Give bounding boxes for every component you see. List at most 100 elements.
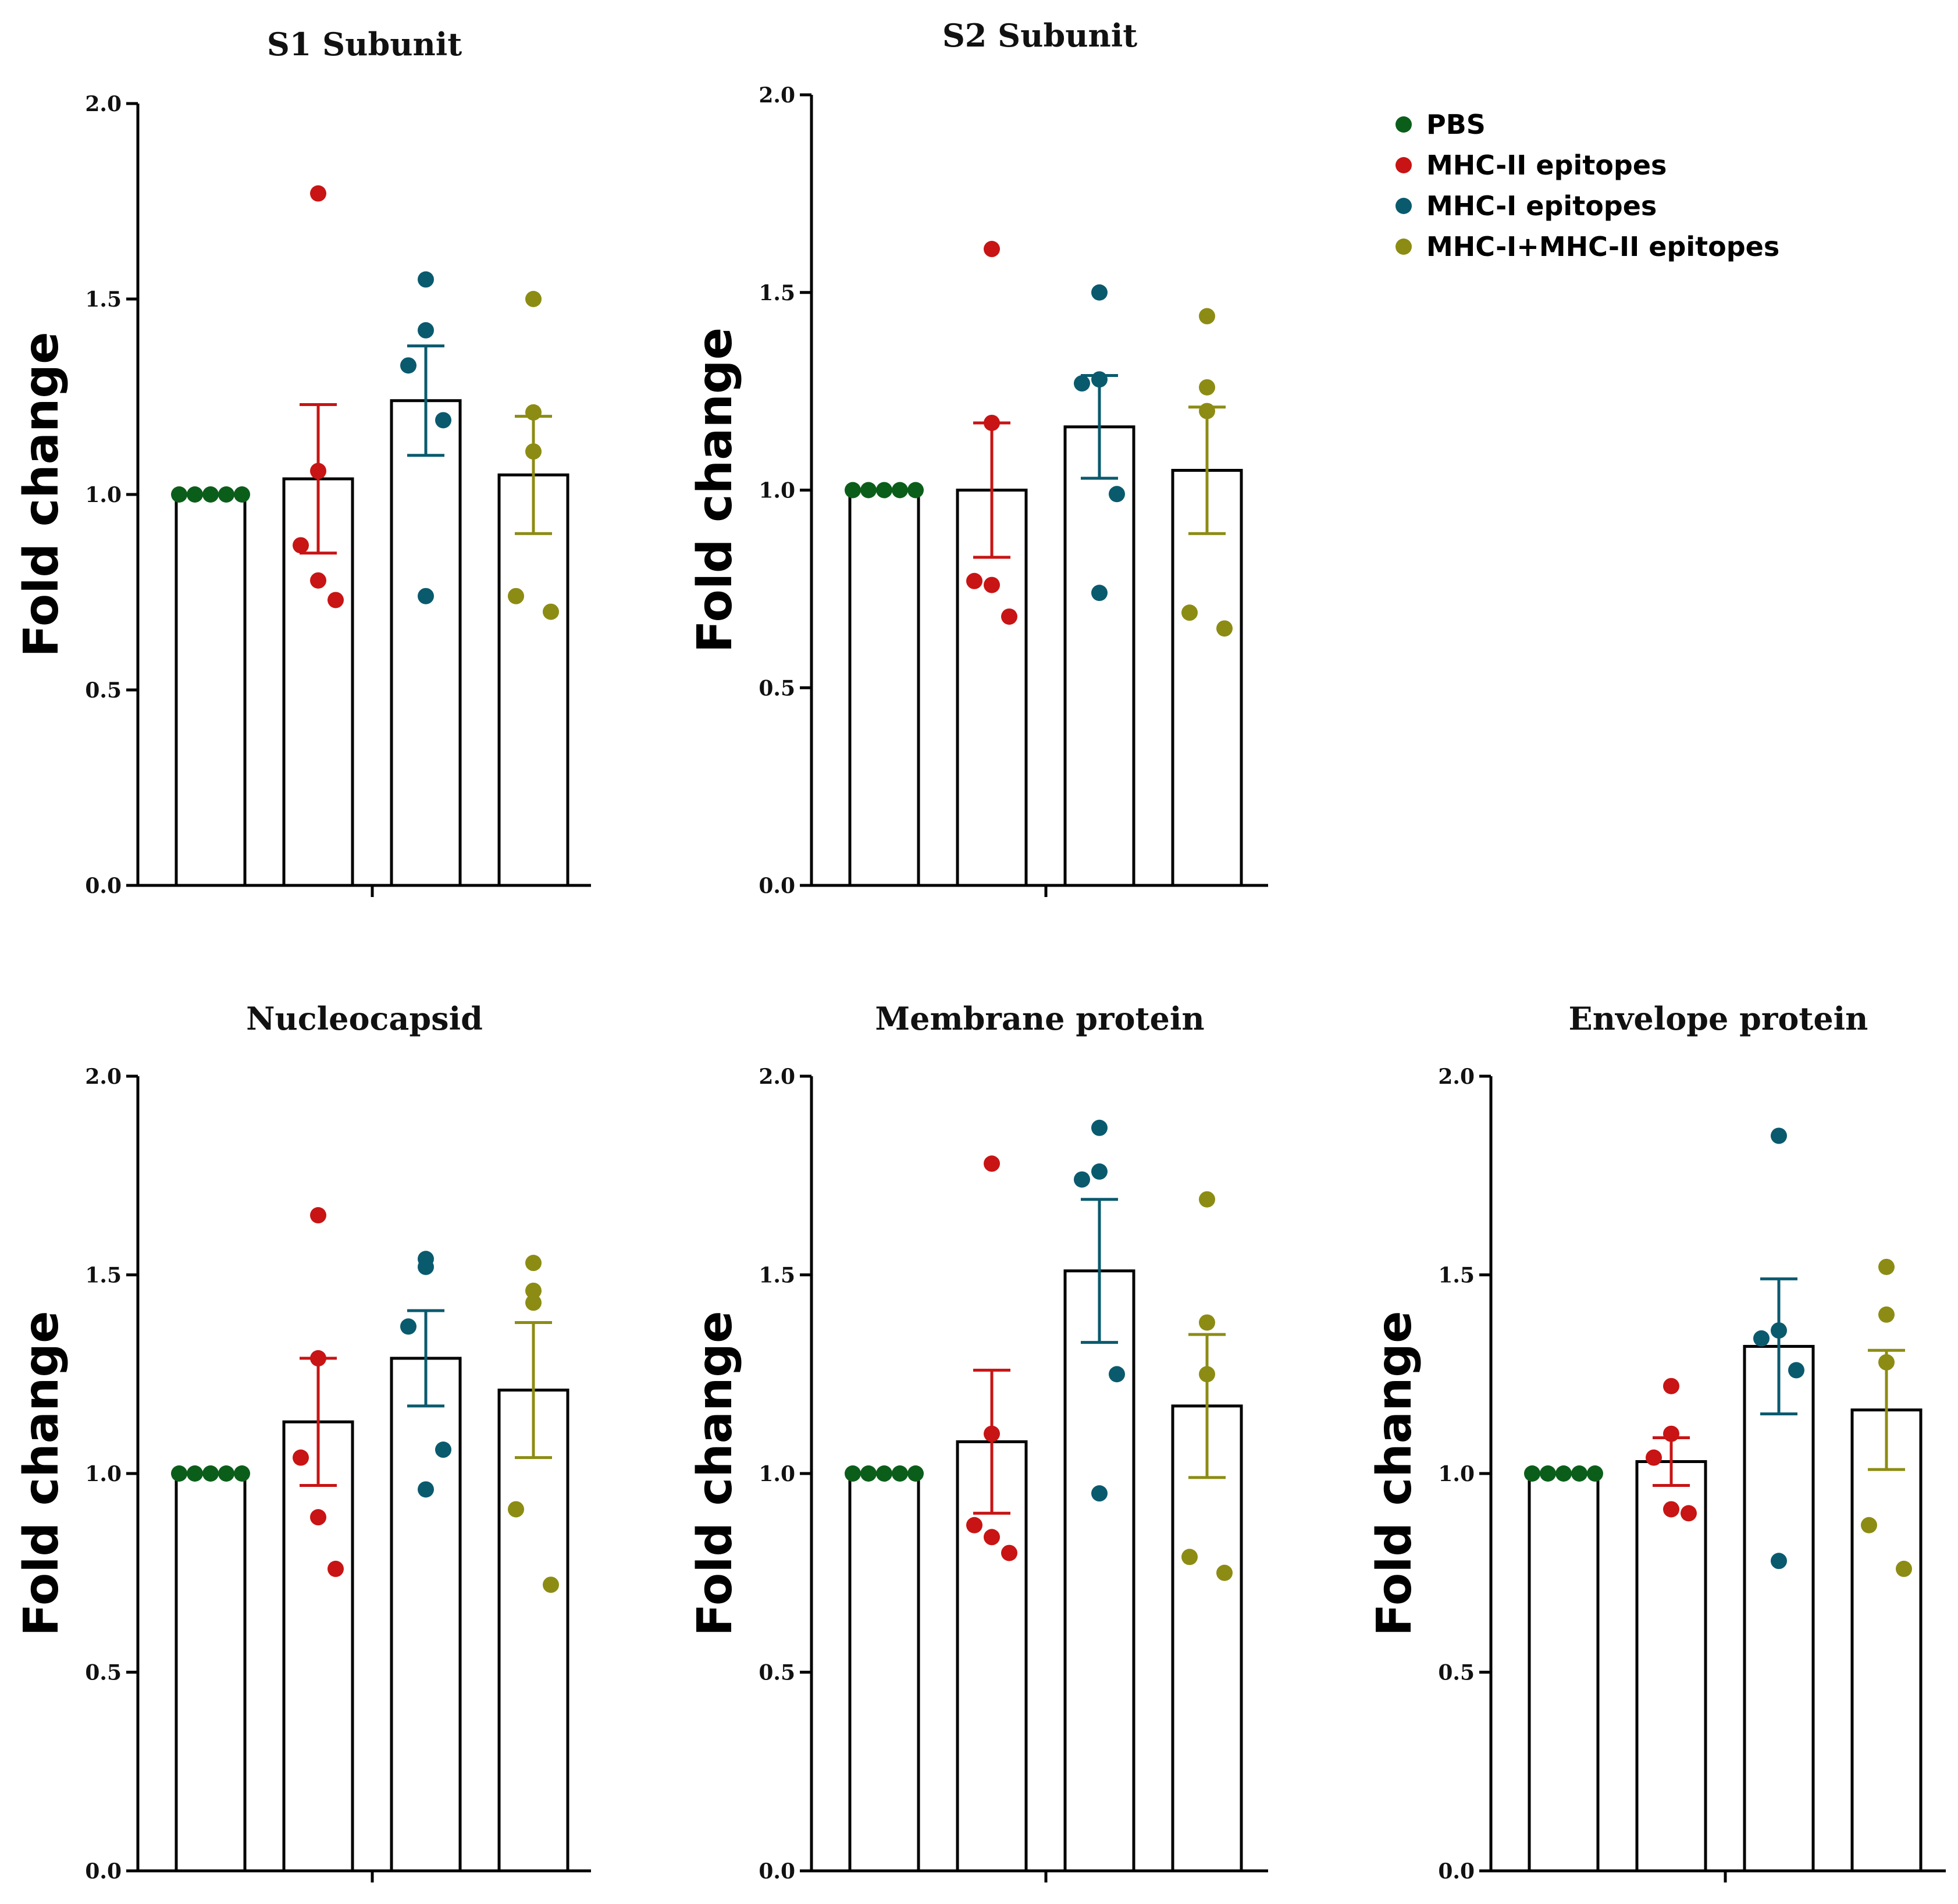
panel-1-point-pbs — [234, 486, 250, 503]
panel-4-point-mhc-i-mhc-ii — [1199, 1366, 1215, 1383]
panel-4-point-mhc-ii — [984, 1529, 1000, 1546]
panel-5-point-pbs — [1524, 1465, 1540, 1482]
panel-4-y-tick-label: 2.0 — [759, 1065, 795, 1089]
panel-5-point-mhc-i-mhc-ii — [1878, 1354, 1895, 1371]
panel-4-y-tick-label: 0.5 — [759, 1661, 795, 1685]
panel-3-bar-mhc-ii — [282, 1420, 354, 1873]
panel-3-point-mhc-i-mhc-ii — [525, 1294, 542, 1311]
panel-2-point-mhc-ii — [966, 572, 982, 589]
panel-3-point-mhc-i — [418, 1481, 434, 1498]
panel-5-point-mhc-i — [1771, 1553, 1787, 1570]
panel-2-bar-pbs — [848, 489, 920, 887]
panel-4-point-mhc-i — [1109, 1366, 1125, 1383]
panel-2-point-mhc-i — [1091, 284, 1108, 301]
panel-5-bar-mhc-i — [1743, 1344, 1815, 1873]
panel-1-point-mhc-i-mhc-ii — [543, 603, 559, 620]
panel-4-point-pbs — [860, 1465, 877, 1482]
panel-3-y-axis-label: Fold change — [14, 1311, 69, 1636]
panel-1-point-mhc-i-mhc-ii — [508, 588, 524, 604]
panel-5-point-mhc-ii — [1663, 1501, 1679, 1518]
panel-5-bar-pbs — [1528, 1472, 1600, 1873]
panel-5-bar-mhc-i-mhc-ii — [1850, 1408, 1923, 1873]
legend-item-pbs: PBS — [1395, 109, 1486, 140]
panel-4-y-tick-label: 1.5 — [759, 1264, 795, 1288]
panel-2-point-mhc-i-mhc-ii — [1199, 308, 1215, 325]
panel-4-point-mhc-ii — [966, 1517, 982, 1533]
panel-1-error-bar-mhc-i — [407, 344, 444, 457]
panel-2-point-mhc-i-mhc-ii — [1199, 379, 1215, 396]
panel-3-point-mhc-i-mhc-ii — [525, 1255, 542, 1272]
panel-5-y-tick-label: 1.0 — [1438, 1462, 1475, 1486]
panel-5-point-mhc-i — [1788, 1362, 1804, 1379]
panel-1-point-mhc-i — [435, 412, 451, 429]
panel-3-title: Nucleocapsid — [246, 1000, 483, 1037]
panel-4-point-pbs — [876, 1465, 892, 1482]
panel-5-point-mhc-ii — [1681, 1505, 1697, 1522]
panel-1-point-mhc-i — [418, 322, 434, 339]
panel-1-point-mhc-i-mhc-ii — [525, 404, 542, 421]
panel-1-y-tick-label: 2.0 — [85, 92, 122, 116]
panel-1-y-tick-label: 1.5 — [85, 287, 122, 312]
panel-1-bar-mhc-i — [390, 399, 462, 887]
panel-5-point-mhc-ii — [1646, 1449, 1662, 1466]
panel-3-bar-pbs — [175, 1472, 247, 1873]
panel-4-point-mhc-i — [1091, 1163, 1108, 1180]
panel-4-point-mhc-ii — [984, 1425, 1000, 1442]
panel-4-point-mhc-ii — [1001, 1544, 1017, 1561]
panel-3-point-mhc-ii — [310, 1350, 326, 1366]
panel-4-point-mhc-i-mhc-ii — [1199, 1191, 1215, 1208]
panel-5-error-bar-mhc-i — [1760, 1277, 1797, 1416]
panel-3-error-bar-mhc-i-mhc-ii — [515, 1321, 552, 1460]
legend-label-pbs: PBS — [1426, 109, 1486, 140]
panel-3-point-mhc-i-mhc-ii — [525, 1282, 542, 1299]
panel-5-point-pbs — [1571, 1465, 1587, 1482]
panel-4-error-bar-mhc-i — [1081, 1198, 1118, 1344]
panel-5-point-pbs — [1587, 1465, 1603, 1482]
panel-4-bar-pbs — [848, 1472, 920, 1873]
panel-2-point-mhc-ii — [984, 576, 1000, 593]
panel-4-bar-mhc-i — [1063, 1269, 1135, 1873]
panel-4-y-axis-label: Fold change — [688, 1311, 743, 1636]
panel-1-point-pbs — [187, 486, 203, 503]
panel-2-point-mhc-i — [1074, 375, 1090, 392]
panel-5-y-axis-label: Fold change — [1367, 1311, 1422, 1636]
panel-4-error-bar-mhc-i-mhc-ii — [1188, 1333, 1226, 1479]
panel-3-bar-mhc-i — [390, 1357, 462, 1873]
panel-2-y-tick-label: 1.0 — [759, 479, 795, 503]
legend-swatch-pbs — [1395, 116, 1412, 133]
legend-swatch-mhc-i-mhc-ii — [1395, 239, 1412, 255]
panel-3-point-mhc-i-mhc-ii — [543, 1576, 559, 1593]
panel-2-point-pbs — [876, 482, 892, 499]
panel-2-point-mhc-i — [1091, 371, 1108, 388]
panel-4-y-tick-label: 0.0 — [759, 1859, 795, 1884]
panel-3-point-mhc-ii — [310, 1207, 326, 1224]
panel-1-point-pbs — [218, 486, 234, 503]
panel-4-point-mhc-i-mhc-ii — [1216, 1564, 1233, 1581]
panel-5-point-mhc-i — [1753, 1330, 1770, 1347]
panel-4-point-mhc-i-mhc-ii — [1181, 1549, 1198, 1565]
panel-2-point-mhc-i-mhc-ii — [1216, 620, 1233, 637]
panel-4-point-pbs — [892, 1465, 908, 1482]
panel-4-y-tick-label: 1.0 — [759, 1462, 795, 1486]
panel-2-point-pbs — [907, 482, 924, 499]
panel-3-point-mhc-ii — [327, 1560, 344, 1577]
panel-2-point-pbs — [860, 482, 877, 499]
panel-2-point-mhc-ii — [984, 414, 1000, 431]
panel-5-bar-mhc-ii — [1635, 1460, 1707, 1873]
panel-5-title: Envelope protein — [1569, 1000, 1868, 1037]
panel-3-point-mhc-ii — [310, 1509, 326, 1526]
panel-1-point-mhc-ii — [293, 537, 309, 554]
panel-5-point-mhc-i — [1771, 1127, 1787, 1144]
legend-swatch-mhc-i — [1395, 198, 1412, 214]
panel-2-bar-mhc-i — [1063, 425, 1135, 887]
panel-1-y-tick-label: 0.5 — [85, 678, 122, 703]
panel-5-point-pbs — [1540, 1465, 1556, 1482]
panel-5-point-mhc-i-mhc-ii — [1896, 1560, 1912, 1577]
panel-3-point-pbs — [234, 1465, 250, 1482]
panel-3-y-tick-label: 1.0 — [85, 1462, 122, 1486]
panel-5-y-tick-label: 0.5 — [1438, 1661, 1475, 1685]
legend-item-mhc-ii: MHC-II epitopes — [1395, 150, 1667, 181]
panel-1-point-mhc-i — [418, 588, 434, 604]
panel-1-bar-pbs — [175, 493, 247, 887]
panel-3-y-tick-label: 0.0 — [85, 1859, 122, 1884]
